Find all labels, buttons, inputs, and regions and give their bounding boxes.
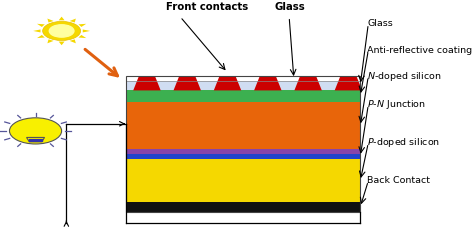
Polygon shape: [59, 42, 64, 45]
Bar: [126, 76, 360, 212]
Polygon shape: [59, 17, 64, 20]
Text: Glass: Glass: [275, 2, 306, 12]
Circle shape: [9, 118, 62, 144]
Text: $\it{N}$-doped silicon: $\it{N}$-doped silicon: [367, 70, 442, 83]
Polygon shape: [37, 35, 45, 38]
Polygon shape: [133, 76, 161, 90]
Polygon shape: [173, 76, 201, 90]
Polygon shape: [294, 76, 322, 90]
Bar: [126, 90, 360, 102]
Polygon shape: [78, 24, 86, 27]
Polygon shape: [27, 138, 45, 142]
Bar: [126, 81, 360, 90]
Bar: [126, 102, 360, 150]
Polygon shape: [47, 39, 54, 43]
Polygon shape: [214, 76, 241, 90]
Text: Front contacts: Front contacts: [166, 2, 248, 12]
Circle shape: [43, 21, 81, 40]
Polygon shape: [254, 76, 282, 90]
Bar: [126, 149, 360, 155]
Text: Glass: Glass: [367, 19, 393, 28]
Polygon shape: [70, 39, 76, 43]
Bar: [126, 154, 360, 160]
Text: Anti-reflective coating: Anti-reflective coating: [367, 46, 473, 55]
Text: $\it{P}$-$\it{N}$ Junction: $\it{P}$-$\it{N}$ Junction: [367, 98, 426, 111]
Polygon shape: [70, 19, 76, 23]
Circle shape: [49, 25, 74, 37]
Polygon shape: [78, 35, 86, 38]
Text: $\it{P}$-doped silicon: $\it{P}$-doped silicon: [367, 136, 440, 149]
Polygon shape: [83, 30, 90, 32]
Bar: [126, 159, 360, 202]
Polygon shape: [47, 19, 54, 23]
Polygon shape: [37, 24, 45, 27]
Bar: [126, 202, 360, 212]
Text: Back Contact: Back Contact: [367, 176, 430, 185]
Polygon shape: [335, 76, 362, 90]
Polygon shape: [33, 30, 40, 32]
